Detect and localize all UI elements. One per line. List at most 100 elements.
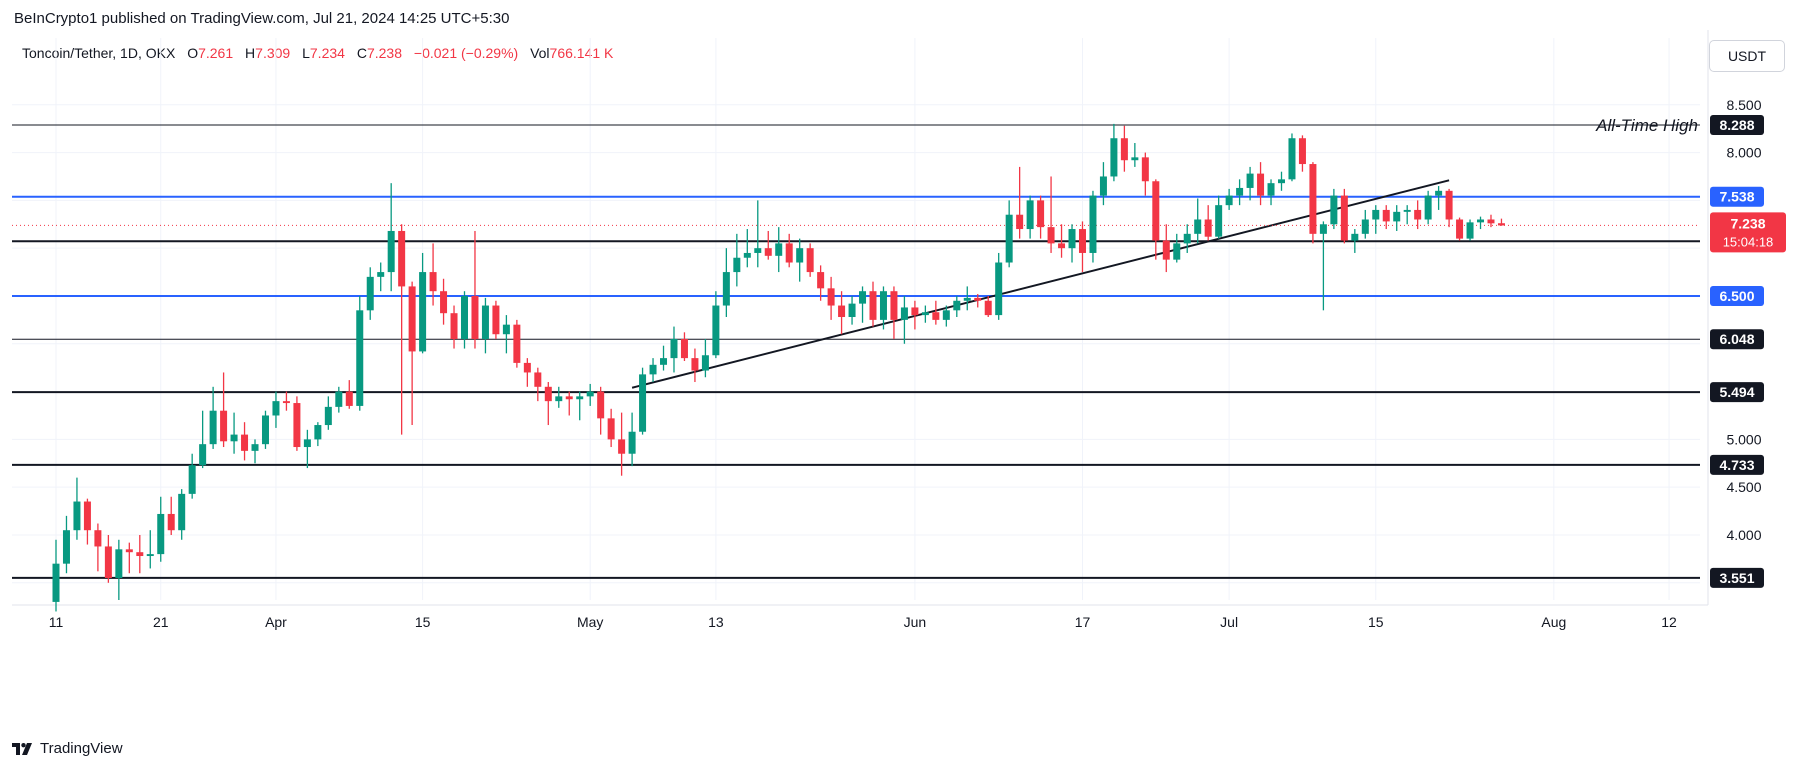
candle-body	[1278, 179, 1285, 184]
candle-body	[963, 297, 971, 301]
candle-body	[188, 465, 196, 494]
candle-body	[377, 272, 385, 277]
candle-body	[984, 300, 992, 316]
candle-body	[481, 305, 489, 339]
candle-body	[230, 434, 238, 442]
x-tick-label: 13	[708, 614, 724, 630]
candle-body	[932, 312, 940, 320]
x-tick-label: Jun	[904, 614, 927, 630]
candle-body	[1267, 183, 1275, 196]
candle-body	[419, 272, 427, 352]
x-tick-label: 12	[1661, 614, 1677, 630]
candle-body	[1037, 200, 1045, 228]
candle-body	[806, 248, 814, 273]
candle-body	[502, 324, 510, 335]
candle-body	[534, 372, 542, 387]
candle-body	[670, 339, 678, 359]
candle-body	[1487, 219, 1495, 224]
candle-body	[911, 307, 919, 316]
candle-body	[1319, 224, 1327, 234]
x-tick-label: Apr	[265, 614, 287, 630]
candle-body	[492, 305, 500, 335]
candle-body	[366, 276, 374, 311]
level-price-tag	[1710, 285, 1764, 306]
candle-body	[701, 355, 709, 371]
candle-body	[1288, 138, 1296, 180]
candle-body	[733, 257, 741, 273]
candle-body	[513, 324, 521, 363]
tradingview-brand[interactable]: TradingView	[12, 740, 123, 757]
level-price-label: 6.500	[1719, 288, 1754, 304]
candle-body	[890, 291, 898, 320]
candle-body	[1016, 214, 1024, 230]
x-tick-label: 15	[415, 614, 431, 630]
candle-body	[429, 272, 437, 292]
low-value: 7.234	[309, 45, 345, 61]
x-tick-label: 21	[153, 614, 169, 630]
candle-body	[1141, 157, 1149, 182]
candle-body	[178, 493, 186, 531]
candle-body	[691, 358, 699, 371]
candle-body	[1110, 138, 1118, 177]
candle-body	[1131, 157, 1139, 161]
candle-body	[125, 549, 133, 553]
candle-body	[586, 391, 594, 397]
candle-body	[618, 439, 626, 454]
countdown-label: 15:04:18	[1723, 234, 1774, 249]
candle-body	[94, 530, 102, 547]
open-value: 7.261	[198, 45, 234, 61]
candle-body	[1047, 227, 1055, 244]
candle-body	[104, 546, 112, 579]
level-price-tag	[1710, 329, 1764, 350]
candle-body	[251, 444, 259, 451]
candle-body	[921, 312, 929, 316]
candle-body	[1183, 233, 1191, 244]
currency-button[interactable]: USDT	[1709, 40, 1785, 72]
level-price-label: 8.288	[1719, 117, 1754, 133]
candle-body	[754, 248, 762, 253]
candle-body	[1225, 195, 1233, 206]
candle-body	[450, 313, 458, 339]
candle-body	[775, 243, 783, 256]
candle-body	[796, 248, 804, 263]
low-label: L	[302, 45, 310, 61]
candle-body	[1236, 187, 1244, 196]
candle-body	[1215, 205, 1223, 237]
y-tick-label: 4.500	[1726, 479, 1761, 495]
candle-body	[953, 300, 961, 311]
candle-body	[1152, 181, 1160, 241]
candle-body	[1477, 219, 1485, 223]
level-price-label: 7.538	[1719, 189, 1754, 205]
high-label: H	[245, 45, 256, 61]
candle-body	[1298, 138, 1306, 165]
candle-body	[838, 305, 846, 318]
candle-body	[1204, 219, 1212, 237]
candle-body	[544, 386, 552, 402]
candle-body	[576, 396, 584, 400]
candle-body	[869, 291, 877, 320]
level-price-label: 3.551	[1719, 570, 1754, 586]
candle-body	[1403, 209, 1411, 212]
candle-body	[282, 401, 290, 404]
candle-body	[639, 374, 647, 432]
candle-body	[1372, 209, 1380, 220]
candle-body	[62, 530, 70, 564]
candle-body	[1351, 233, 1359, 241]
x-tick-label: May	[577, 614, 603, 630]
candle-body	[1058, 243, 1066, 249]
published-caption: BeInCrypto1 published on TradingView.com…	[14, 10, 510, 27]
candle-body	[471, 295, 479, 339]
candle-body	[220, 410, 228, 442]
candle-body	[241, 434, 249, 451]
candle-body	[764, 248, 772, 256]
candle-body	[83, 501, 91, 531]
candle-body	[73, 501, 81, 531]
candle-body	[1005, 214, 1013, 263]
change-value: −0.021 (−0.29%)	[413, 45, 519, 61]
candle-body	[1497, 223, 1505, 226]
volume-label: Vol	[530, 45, 550, 61]
tradingview-logo-icon	[12, 742, 32, 755]
candle-body	[848, 303, 856, 318]
candle-body	[1424, 195, 1432, 220]
